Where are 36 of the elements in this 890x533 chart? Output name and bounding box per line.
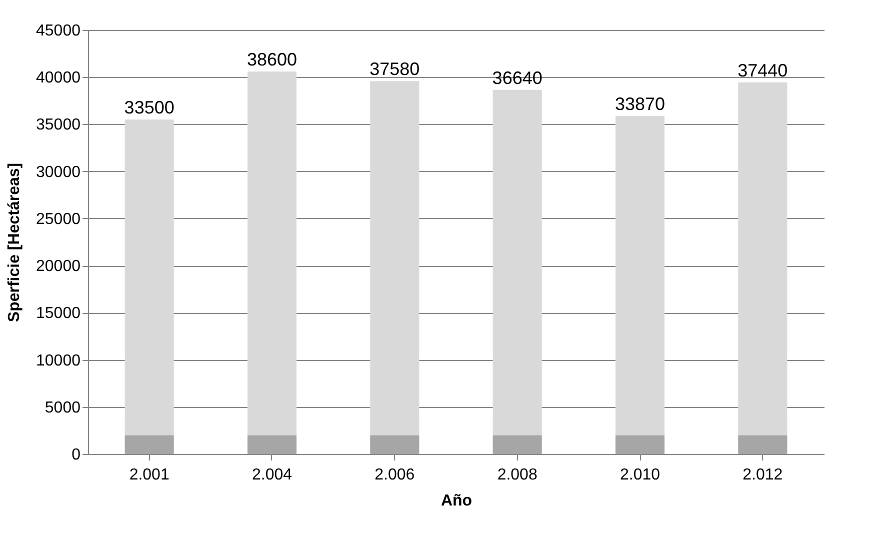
x-tick-label: 2.012	[742, 466, 783, 484]
y-tick-label: 10000	[36, 352, 81, 370]
y-tick-label: 30000	[36, 164, 81, 181]
x-tick-label: 2.010	[620, 466, 660, 484]
y-tick-label: 25000	[36, 210, 81, 228]
bar	[492, 90, 542, 436]
data-label: 33870	[614, 94, 666, 114]
bar	[492, 435, 542, 454]
x-axis-title: Año	[440, 492, 472, 510]
y-tick-label: 0	[72, 446, 81, 464]
data-label: 37440	[738, 60, 788, 80]
bar	[738, 82, 788, 436]
bar	[615, 435, 665, 454]
bar	[124, 120, 174, 436]
y-tick-label: 20000	[36, 258, 81, 276]
bar	[370, 81, 420, 436]
y-axis-title: Sperficie [Hectáreas]	[6, 162, 24, 322]
bar	[615, 116, 665, 436]
data-label: 33500	[124, 98, 174, 118]
x-tick-label: 2.001	[129, 466, 170, 484]
y-tick-label: 40000	[36, 70, 81, 87]
y-tick-label: 35000	[36, 116, 81, 134]
x-tick-label: 2.008	[497, 466, 538, 484]
data-label: 38600	[246, 49, 298, 70]
data-label: 36640	[492, 68, 542, 88]
bar	[738, 435, 788, 454]
data-label: 37580	[370, 59, 420, 80]
x-tick-label: 2.006	[374, 466, 415, 484]
bar	[247, 435, 297, 454]
y-tick-label: 15000	[36, 305, 81, 322]
bar	[370, 435, 420, 454]
y-tick-label: 45000	[36, 22, 81, 40]
bar	[247, 71, 297, 436]
y-tick-label: 5000	[44, 399, 81, 416]
bar	[124, 435, 174, 454]
x-tick-label: 2.004	[252, 466, 292, 484]
